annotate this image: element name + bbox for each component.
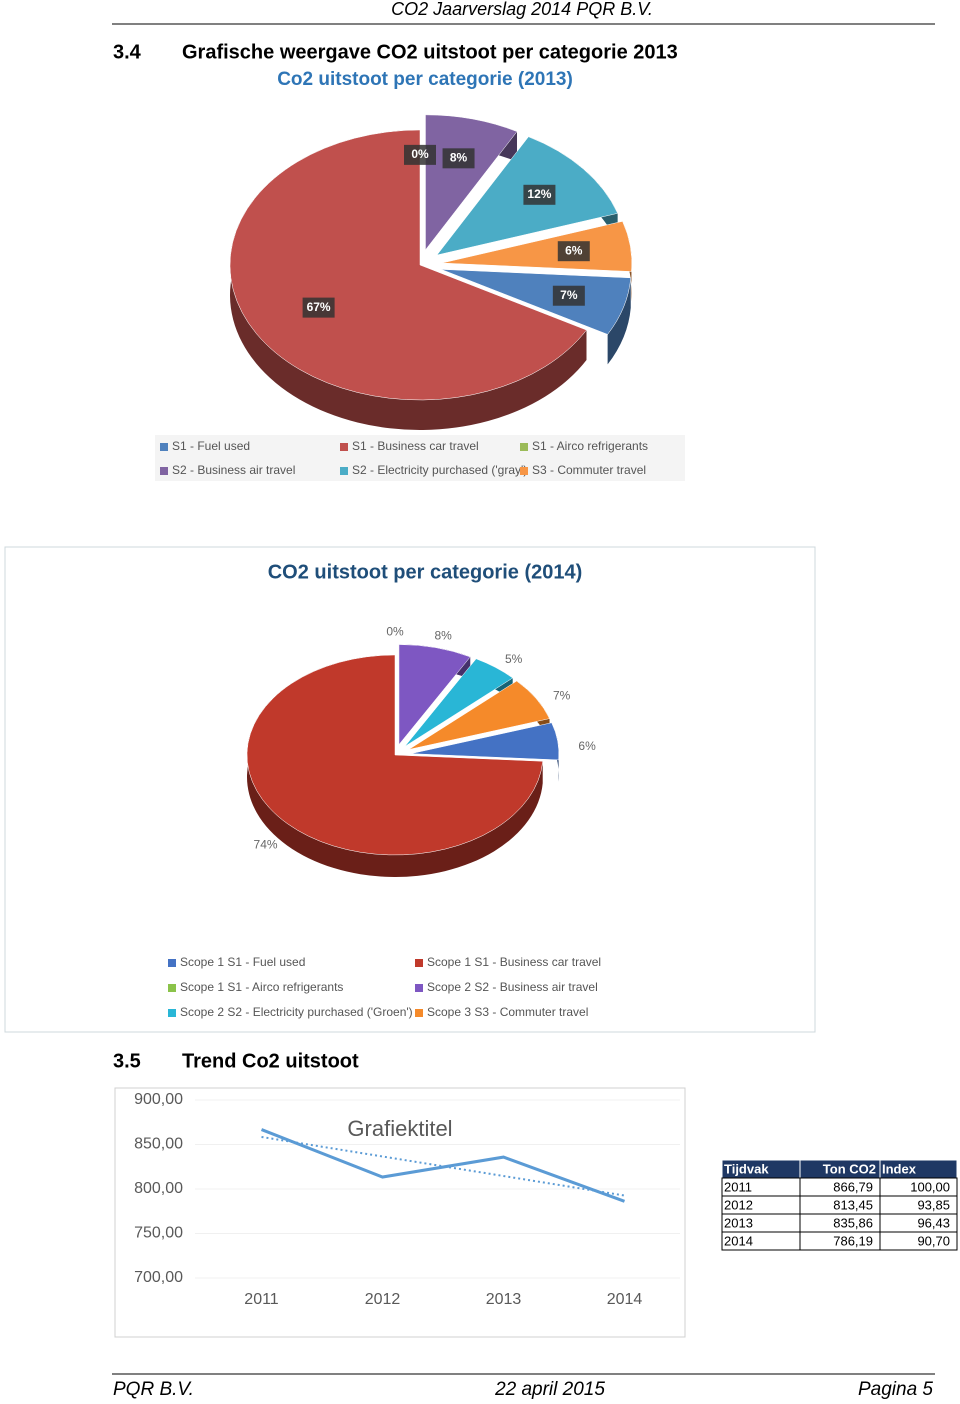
y-tick-label: 750,00 [134, 1225, 183, 1242]
data-label: 7% [553, 689, 571, 703]
data-label-box [552, 285, 585, 306]
data-label: 5% [505, 652, 523, 666]
pie-slice [398, 644, 471, 746]
data-label: 6% [578, 739, 596, 753]
legend-label: S1 - Fuel used [172, 439, 250, 453]
table-cell-text: 2011 [724, 1179, 752, 1194]
footer-right: Pagina 5 [858, 1379, 933, 1400]
pie-slice [246, 654, 543, 856]
legend-label: S1 - Airco refrigerants [532, 439, 648, 453]
footer-center: 22 april 2015 [494, 1379, 605, 1400]
pie-slice [229, 129, 587, 401]
table-cell-text: 93,85 [917, 1197, 950, 1212]
chart-title: CO2 uitstoot per categorie (2014) [268, 561, 583, 583]
line-series [260, 1128, 626, 1203]
data-label: 8% [434, 628, 452, 642]
data-label: 7% [560, 288, 578, 302]
data-label: 12% [527, 187, 551, 201]
legend-label: Scope 2 S2 - Business air travel [427, 980, 598, 994]
data-label: 67% [307, 300, 331, 314]
data-label: 6% [565, 243, 583, 257]
table-header: Index [882, 1161, 917, 1176]
chart-frame [114, 1087, 686, 1338]
data-label: 74% [254, 837, 278, 851]
legend-swatch [168, 959, 176, 967]
legend-label: Scope 2 S2 - Electricity purchased ('Gro… [180, 1005, 413, 1019]
table-cell-text: 866,79 [833, 1179, 873, 1194]
legend-label: Scope 1 S1 - Fuel used [180, 955, 305, 969]
y-tick-label: 900,00 [134, 1091, 183, 1108]
legend-swatch [160, 467, 168, 475]
legend-label: Scope 1 S1 - Airco refrigerants [180, 980, 343, 994]
data-label-box [442, 148, 475, 169]
y-tick-label: 700,00 [134, 1269, 183, 1286]
legend-label: S1 - Business car travel [352, 439, 479, 453]
section-title: Grafische weergave CO2 uitstoot per cate… [182, 41, 678, 63]
legend-swatch [415, 1009, 423, 1017]
legend-swatch [520, 467, 528, 475]
x-tick-label: 2014 [607, 1291, 643, 1308]
chart-title: Grafiektitel [347, 1116, 452, 1141]
y-tick-label: 850,00 [134, 1136, 183, 1153]
table-cell-text: 786,19 [833, 1233, 873, 1248]
legend-label: S3 - Commuter travel [532, 463, 646, 477]
data-label: 0% [386, 624, 404, 638]
legend-swatch [520, 443, 528, 451]
legend-swatch [168, 1009, 176, 1017]
section-title: Trend Co2 uitstoot [182, 1050, 359, 1072]
table-cell-text: 90,70 [917, 1233, 950, 1248]
table-cell-text: 2013 [724, 1215, 753, 1230]
x-tick-label: 2012 [365, 1291, 401, 1308]
chart-title: Co2 uitstoot per categorie (2013) [277, 69, 573, 90]
legend-swatch [168, 984, 176, 992]
trendline [261, 1135, 625, 1197]
table-header: Ton CO2 [823, 1161, 876, 1176]
data-label-box [302, 297, 335, 318]
legend-swatch [160, 443, 168, 451]
legend-box [155, 435, 685, 481]
footer-left: PQR B.V. [113, 1379, 194, 1400]
legend-label: S2 - Electricity purchased ('gray') [352, 463, 527, 477]
data-label-box [404, 144, 436, 165]
data-label-box [557, 241, 590, 262]
pie-slice-side [607, 277, 631, 365]
table-cell-text: 2012 [724, 1197, 753, 1212]
table-cell-text: 835,86 [833, 1215, 873, 1230]
section-number: 3.5 [113, 1050, 141, 1072]
table-cell-text: 96,43 [917, 1215, 950, 1230]
legend-swatch [340, 467, 348, 475]
charts: Co2 uitstoot per categorie (2013) 0% 8% 12%… [134, 69, 958, 1308]
table-cell-text: 100,00 [910, 1179, 950, 1194]
data-label: 0% [411, 147, 429, 161]
pie-slice [410, 722, 560, 761]
legend-swatch [415, 984, 423, 992]
y-tick-label: 800,00 [134, 1180, 183, 1197]
table-header: Tijdvak [724, 1161, 769, 1176]
data-label: 8% [450, 151, 468, 165]
x-tick-label: 2013 [486, 1291, 522, 1308]
legend-label: S2 - Business air travel [172, 463, 295, 477]
legend-label: Scope 3 S3 - Commuter travel [427, 1005, 588, 1019]
legend-swatch [340, 443, 348, 451]
header-title: CO2 Jaarverslag 2014 PQR B.V. [391, 0, 653, 19]
legend-swatch [415, 959, 423, 967]
pie-slice [441, 269, 632, 335]
pie-slice [408, 680, 550, 750]
section-number: 3.4 [113, 41, 142, 63]
table-cell-text: 2014 [724, 1233, 753, 1248]
x-tick-label: 2011 [244, 1291, 279, 1308]
pie-slice [404, 658, 514, 747]
table-cell-text: 813,45 [833, 1197, 873, 1212]
data-label-box [523, 184, 556, 205]
legend-label: Scope 1 S1 - Business car travel [427, 955, 601, 969]
table-cell [879, 1231, 958, 1251]
